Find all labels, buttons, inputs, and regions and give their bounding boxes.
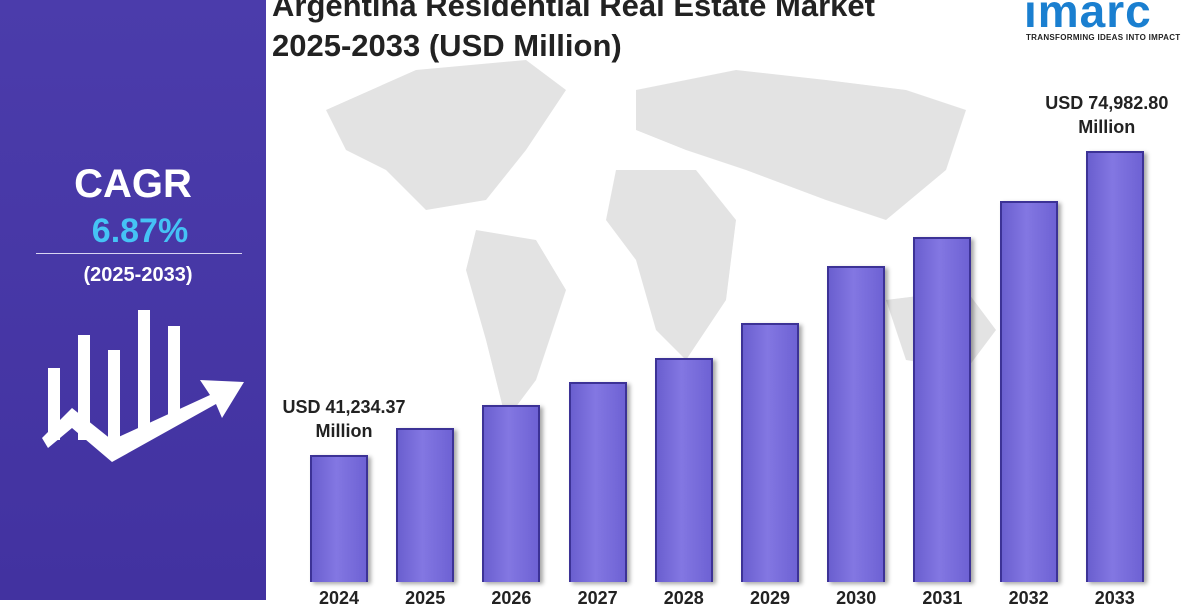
x-tick-label: 2026	[491, 588, 532, 608]
divider	[36, 253, 242, 254]
logo-tagline: TRANSFORMING IDEAS INTO IMPACT	[1026, 33, 1181, 42]
x-tick-label: 2029	[749, 588, 791, 608]
chart-title: Argentina Residential Real Estate Market…	[272, 0, 875, 66]
cagr-value: 6.87%	[91, 212, 189, 250]
bar	[310, 455, 368, 582]
bar	[1085, 151, 1144, 582]
x-tick-label: 2024	[318, 588, 360, 608]
x-tick-label: 2028	[663, 588, 704, 608]
bar	[482, 405, 541, 582]
x-tick-label: 2027	[577, 588, 618, 608]
bar	[741, 323, 799, 582]
title-line: Argentina Residential Real Estate Market	[272, 0, 875, 23]
value-label: USD 74,982.80 Million	[1045, 93, 1169, 137]
cagr-panel: CAGR 6.87% (2025-2033)	[0, 0, 266, 600]
bar	[999, 201, 1058, 582]
growth-icon	[42, 310, 244, 462]
x-tick-label: 2033	[1094, 588, 1135, 608]
bar	[396, 428, 455, 582]
bar	[568, 382, 627, 582]
bar	[913, 237, 972, 582]
world-map	[326, 60, 996, 420]
value-label: USD 41,234.37 Million	[282, 397, 406, 441]
x-tick-label: 2032	[1008, 588, 1049, 608]
title-line: 2025-2033 (USD Million)	[272, 28, 622, 63]
x-tick-label: 2031	[922, 588, 963, 608]
bar	[654, 358, 713, 582]
cagr-period: (2025-2033)	[83, 264, 193, 286]
x-tick-label: 2025	[405, 588, 446, 608]
logo: imarc	[1024, 0, 1152, 37]
bar	[827, 266, 886, 582]
x-tick-label: 2030	[836, 588, 877, 608]
cagr-label: CAGR	[74, 162, 192, 206]
